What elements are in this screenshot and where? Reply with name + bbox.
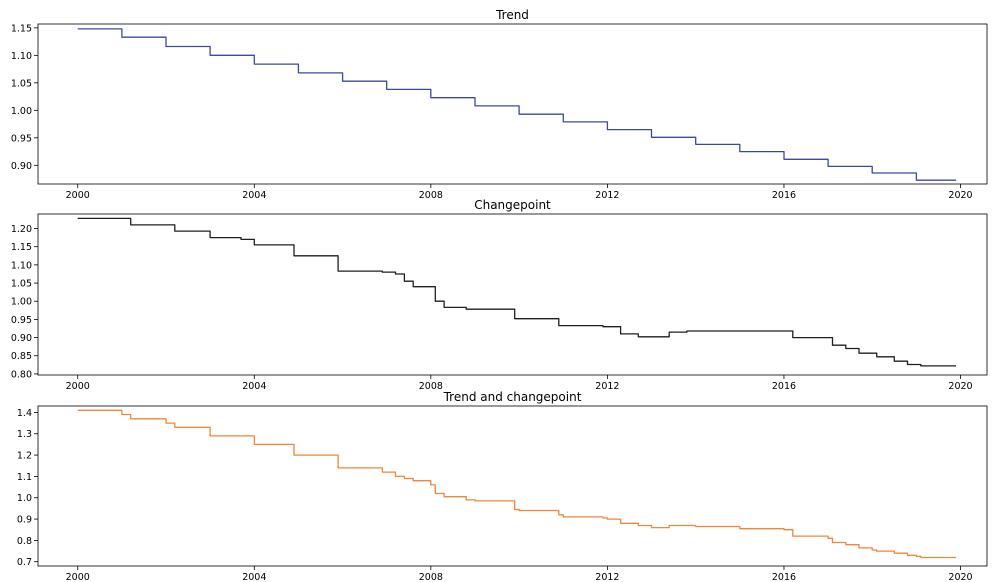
chart-title: Changepoint (474, 198, 551, 212)
y-tick-label: 0.9 (17, 515, 32, 526)
y-tick-label: 0.95 (11, 315, 32, 326)
y-tick-label: 1.10 (11, 260, 32, 271)
plot-frame (37, 405, 988, 567)
y-tick-label: 1.15 (11, 242, 32, 253)
y-tick-label: 1.00 (11, 106, 32, 117)
x-tick-label: 2012 (595, 572, 619, 582)
x-tick-label: 2008 (419, 381, 443, 392)
y-tick-label: 0.8 (17, 536, 32, 547)
series-line (77, 217, 957, 367)
x-tick-label: 2008 (419, 190, 443, 201)
series-line (77, 409, 957, 559)
x-tick-label: 2016 (772, 572, 796, 582)
y-tick-label: 1.3 (17, 429, 32, 440)
y-tick-label: 0.90 (11, 161, 32, 172)
y-tick-label: 0.80 (11, 369, 32, 380)
y-tick-label: 1.10 (11, 51, 32, 62)
y-tick-label: 0.85 (11, 351, 32, 362)
series-line (77, 28, 957, 181)
x-tick-label: 2020 (948, 190, 972, 201)
y-tick-label: 1.20 (11, 224, 32, 235)
plot-frame (37, 213, 988, 376)
y-tick-label: 1.00 (11, 297, 32, 308)
chart-title: Trend (495, 8, 529, 22)
x-tick-label: 2012 (595, 381, 619, 392)
x-tick-label: 2020 (948, 572, 972, 582)
x-tick-label: 2008 (419, 572, 443, 582)
x-tick-label: 2016 (772, 190, 796, 201)
x-tick-label: 2000 (66, 381, 90, 392)
y-tick-label: 1.2 (17, 451, 32, 462)
y-tick-label: 0.7 (17, 557, 32, 568)
x-tick-label: 2012 (595, 190, 619, 201)
x-tick-label: 2016 (772, 381, 796, 392)
y-tick-label: 1.05 (11, 279, 32, 290)
y-tick-label: 0.90 (11, 333, 32, 344)
y-tick-label: 1.4 (17, 408, 32, 419)
y-tick-label: 0.95 (11, 133, 32, 144)
subplot-3: Trend and changepoint 2000 2004 2008 2012 201… (17, 390, 988, 582)
x-tick-label: 2004 (242, 190, 266, 201)
subplot-2: Changepoint 2000 2004 2008 2012 2016 2020 0.80 0… (11, 198, 988, 392)
subplot-1: Trend 2000 2004 2008 2012 2016 2020 0.90 0.95 1.0… (11, 8, 988, 201)
chart-title: Trend and changepoint (443, 390, 582, 404)
x-tick-label: 2020 (948, 381, 972, 392)
y-tick-label: 1.05 (11, 78, 32, 89)
x-tick-label: 2000 (66, 190, 90, 201)
plot-frame (37, 23, 988, 185)
x-tick-label: 2000 (66, 572, 90, 582)
y-tick-label: 1.1 (17, 472, 32, 483)
x-tick-label: 2004 (242, 381, 266, 392)
y-tick-label: 1.0 (17, 493, 32, 504)
y-tick-label: 1.15 (11, 23, 32, 34)
x-tick-label: 2004 (242, 572, 266, 582)
